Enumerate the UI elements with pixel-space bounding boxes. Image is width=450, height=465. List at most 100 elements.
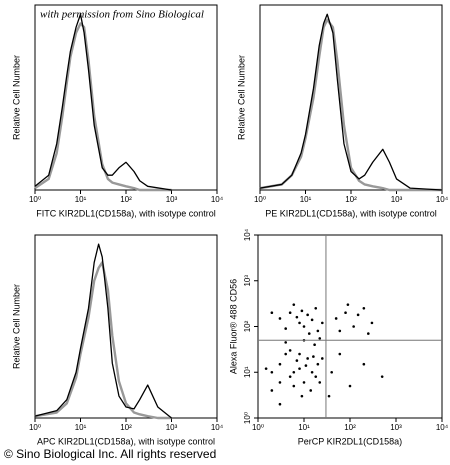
dot — [284, 352, 287, 356]
y-axis-label: Relative Cell Number — [11, 55, 21, 140]
dot — [338, 352, 342, 356]
dot — [352, 325, 355, 328]
annotation: with permission from Sino Biological — [40, 9, 204, 21]
dot — [318, 337, 322, 340]
dot — [362, 306, 366, 310]
histogram-line — [34, 243, 172, 419]
dot — [316, 362, 320, 366]
dot — [295, 315, 299, 319]
x-tick-label: 10⁰ — [252, 423, 264, 432]
x-tick-label: 10¹ — [75, 195, 87, 204]
y-axis-label: Alexa Fluor® 488 CD56 — [228, 279, 238, 374]
dot — [298, 352, 301, 356]
x-tick-label: 10⁰ — [29, 195, 41, 204]
histogram-line — [34, 13, 172, 191]
x-tick-label: 10² — [120, 423, 132, 432]
x-tick-label: 10³ — [391, 195, 403, 204]
x-tick-label: 10² — [345, 195, 357, 204]
dot — [278, 362, 282, 366]
x-tick-label: 10¹ — [300, 195, 312, 204]
histogram-line — [259, 18, 442, 192]
x-tick-label: 10² — [120, 195, 132, 204]
dot — [338, 329, 342, 333]
x-tick-label: 10¹ — [75, 423, 87, 432]
dot — [306, 357, 309, 360]
dot — [346, 303, 350, 306]
histogram-line — [259, 13, 443, 191]
dot — [321, 357, 324, 360]
dot — [298, 367, 301, 370]
dot — [278, 402, 282, 406]
dot — [370, 321, 374, 325]
histogram-line — [34, 261, 172, 420]
dot — [288, 375, 292, 378]
dot — [334, 317, 338, 320]
dot — [344, 311, 347, 315]
dot — [292, 384, 296, 388]
x-axis-label: PE KIR2DL1(CD158a), with isotype control — [265, 208, 437, 218]
dot — [278, 381, 282, 384]
dot — [264, 367, 268, 370]
dot — [362, 362, 366, 366]
dot — [356, 313, 360, 317]
dot — [300, 309, 304, 313]
x-axis-label: PerCP KIR2DL1(CD158a) — [298, 436, 402, 446]
dot — [318, 381, 322, 384]
x-tick-label: 10³ — [390, 423, 402, 432]
dot — [310, 318, 314, 322]
dot — [348, 384, 352, 388]
y-tick-label: 10⁴ — [243, 228, 252, 241]
footer: © Sino Biological Inc. All rights reserv… — [4, 447, 216, 461]
x-tick-label: 10³ — [166, 423, 178, 432]
x-tick-label: 10⁴ — [436, 423, 449, 432]
x-tick-label: 10⁴ — [211, 423, 224, 432]
dot — [321, 321, 324, 325]
plot-frame — [257, 234, 443, 419]
y-axis-label: Relative Cell Number — [236, 55, 246, 140]
dot — [284, 327, 287, 330]
x-tick-label: 10⁰ — [254, 195, 266, 204]
dot — [302, 381, 306, 384]
y-tick-label: 10² — [243, 320, 252, 332]
y-axis-label: Relative Cell Number — [11, 284, 21, 369]
dot — [310, 370, 314, 374]
y-tick-label: 10³ — [243, 275, 252, 287]
dot — [298, 321, 301, 325]
dot — [307, 332, 311, 335]
x-tick-label: 10⁴ — [436, 195, 449, 204]
dot — [367, 332, 370, 335]
dot — [292, 370, 296, 374]
plot-frame — [34, 234, 218, 419]
dot — [327, 394, 331, 398]
dot — [295, 359, 299, 362]
x-tick-label: 10¹ — [298, 423, 310, 432]
dot — [330, 370, 333, 374]
dot — [309, 389, 313, 392]
x-tick-label: 10³ — [166, 195, 178, 204]
dot — [304, 364, 308, 367]
dot — [278, 317, 282, 320]
dot — [288, 311, 292, 315]
dot — [314, 306, 318, 310]
dot — [300, 394, 304, 398]
x-axis-label: FITC KIR2DL1(CD158a), with isotype contr… — [36, 208, 216, 218]
y-tick-label: 10⁰ — [243, 412, 252, 424]
x-tick-label: 10⁰ — [29, 423, 41, 432]
dot — [270, 370, 274, 374]
x-axis-label: APC KIR2DL1(CD158a), with isotype contro… — [37, 436, 215, 446]
histogram-line — [34, 22, 172, 192]
dot — [380, 375, 384, 378]
dot — [270, 311, 274, 315]
dot — [270, 389, 274, 392]
dot — [312, 355, 315, 358]
dot — [316, 329, 320, 333]
dot — [306, 313, 309, 317]
dot — [302, 325, 306, 328]
dot — [284, 341, 287, 344]
dot — [314, 375, 318, 378]
y-tick-label: 10¹ — [243, 366, 252, 378]
x-tick-label: 10⁴ — [211, 195, 224, 204]
dot — [313, 343, 316, 347]
dot — [292, 303, 296, 306]
